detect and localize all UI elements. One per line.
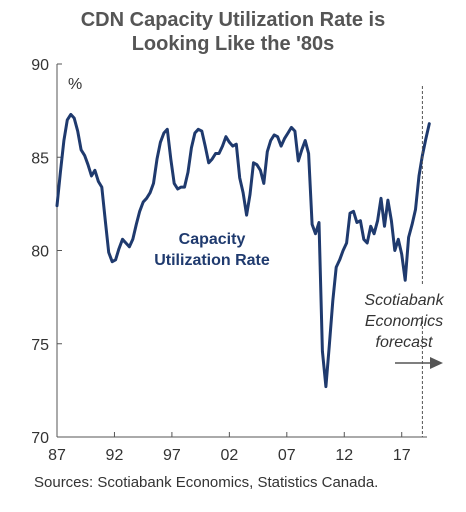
x-tick-label: 07 [278, 447, 296, 464]
series-line-capacity-utilization [55, 112, 431, 389]
source-note: Sources: Scotiabank Economics, Statistic… [34, 474, 379, 491]
x-tick-label: 92 [106, 447, 124, 464]
y-tick-label: 85 [31, 150, 49, 167]
forecast-annotation-line: Economics [365, 313, 443, 330]
x-tick-label: 17 [393, 447, 411, 464]
x-tick-label: 87 [48, 447, 66, 464]
chart-title-line-2: Looking Like the '80s [131, 33, 335, 55]
y-tick-label: 90 [31, 57, 49, 74]
y-tick-label: 75 [31, 337, 49, 354]
x-tick-label: 02 [220, 447, 238, 464]
forecast-annotation-line: forecast [376, 334, 433, 351]
series-label-line: Capacity [179, 231, 246, 248]
chart-title: CDN Capacity Utilization Rate is Looking… [0, 8, 466, 56]
y-tick-label: 80 [31, 244, 49, 261]
y-tick-label: 70 [31, 430, 49, 447]
series-label-line: Utilization Rate [154, 252, 270, 269]
forecast-arrow-head [430, 357, 443, 369]
chart-title-line-1: CDN Capacity Utilization Rate is [80, 9, 386, 31]
forecast-annotation-line: Scotiabank [364, 292, 444, 309]
x-tick-label: 12 [335, 447, 353, 464]
x-tick-label: 97 [163, 447, 181, 464]
y-unit-label: % [68, 76, 82, 93]
